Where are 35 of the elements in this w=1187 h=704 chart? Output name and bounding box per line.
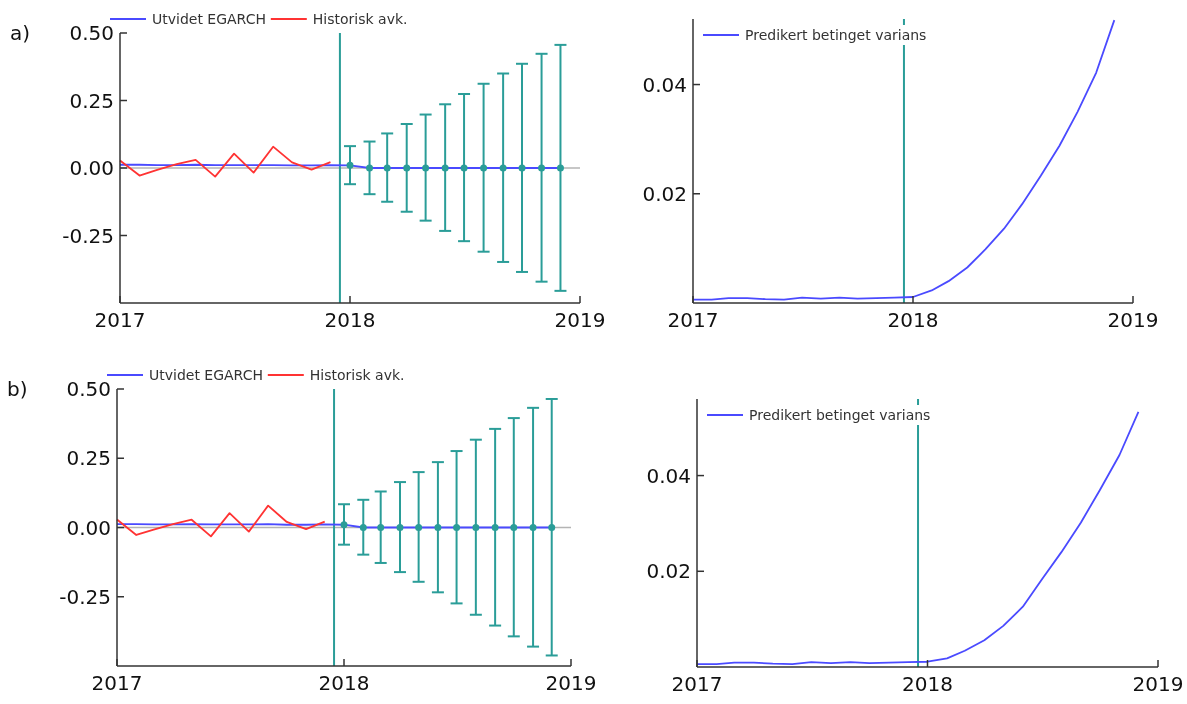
x-tick-label: 2019 xyxy=(1132,672,1184,696)
y-tick-label: -0.25 xyxy=(62,223,114,248)
x-tick-label: 2019 xyxy=(1107,308,1159,332)
line-series xyxy=(119,145,332,178)
y-tick-label: 0.04 xyxy=(642,72,687,97)
legend-label: Historisk avk. xyxy=(309,367,405,383)
y-tick-label: 0.50 xyxy=(66,377,111,401)
line-series xyxy=(696,411,1140,666)
legend-label: Historisk avk. xyxy=(312,11,408,27)
x-tick-label: 2018 xyxy=(318,671,370,695)
x-tick-label: 2017 xyxy=(667,308,719,332)
legend-label: Utvidet EGARCH xyxy=(149,367,263,383)
text: a) xyxy=(10,21,31,45)
legend-label: Predikert betinget varians xyxy=(749,407,931,423)
x-tick-label: 2017 xyxy=(94,308,146,332)
y-tick-label: 0.02 xyxy=(646,559,691,584)
y-tick-label: 0.02 xyxy=(642,181,687,206)
x-tick-label: 2017 xyxy=(91,671,143,695)
x-tick-label: 2017 xyxy=(671,672,723,696)
x-tick-label: 2019 xyxy=(545,671,597,695)
x-tick-label: 2018 xyxy=(902,672,953,696)
text: b) xyxy=(7,377,28,401)
y-tick-label: 0.00 xyxy=(66,515,111,540)
legend-label: Utvidet EGARCH xyxy=(152,11,266,27)
x-tick-label: 2019 xyxy=(554,308,606,332)
y-tick-label: 0.25 xyxy=(69,88,114,113)
x-tick-label: 2018 xyxy=(887,308,939,332)
y-tick-label: 0.04 xyxy=(646,463,691,488)
y-tick-label: 0.25 xyxy=(66,446,111,471)
y-tick-label: -0.25 xyxy=(59,584,111,609)
line-series xyxy=(116,504,326,538)
y-tick-label: 0.50 xyxy=(69,21,114,45)
legend-label: Predikert betinget varians xyxy=(745,27,927,43)
x-tick-label: 2018 xyxy=(324,308,376,332)
y-tick-label: 0.00 xyxy=(69,156,114,180)
